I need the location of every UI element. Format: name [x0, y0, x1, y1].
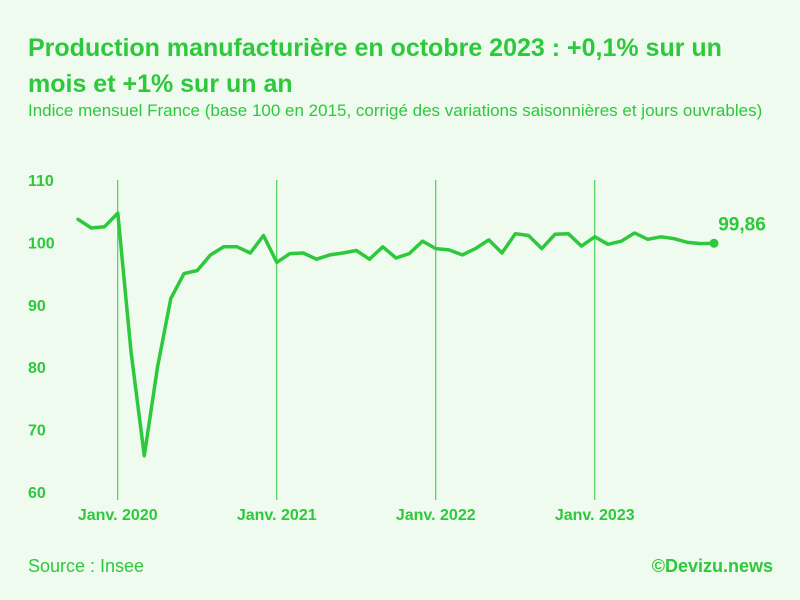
- y-tick-label: 100: [28, 235, 55, 252]
- y-axis: 60 70 80 90 100 110: [28, 173, 55, 502]
- brand-credit: ©Devizu.news: [651, 556, 773, 576]
- y-tick-label: 80: [28, 360, 46, 377]
- y-tick-label: 70: [28, 423, 46, 440]
- source-note: Source : Insee: [28, 556, 145, 576]
- y-tick-label: 90: [28, 298, 46, 315]
- end-value-label: 99,86: [718, 214, 766, 235]
- end-point-marker: [709, 238, 719, 248]
- y-tick-label: 60: [28, 485, 46, 502]
- x-tick-label: Janv. 2021: [237, 507, 317, 524]
- x-axis: Janv. 2020 Janv. 2021 Janv. 2022 Janv. 2023: [78, 507, 635, 524]
- series-group: 99,86: [76, 211, 766, 458]
- chart-subtitle: Indice mensuel France (base 100 en 2015,…: [28, 101, 763, 120]
- x-tick-label: Janv. 2023: [555, 507, 635, 524]
- y-tick-label: 110: [28, 173, 54, 190]
- series-line: [76, 211, 716, 458]
- gridlines: [117, 180, 596, 500]
- chart-title: Production manufacturière en octobre 202…: [28, 34, 722, 98]
- x-tick-label: Janv. 2020: [78, 507, 158, 524]
- x-tick-label: Janv. 2022: [396, 507, 476, 524]
